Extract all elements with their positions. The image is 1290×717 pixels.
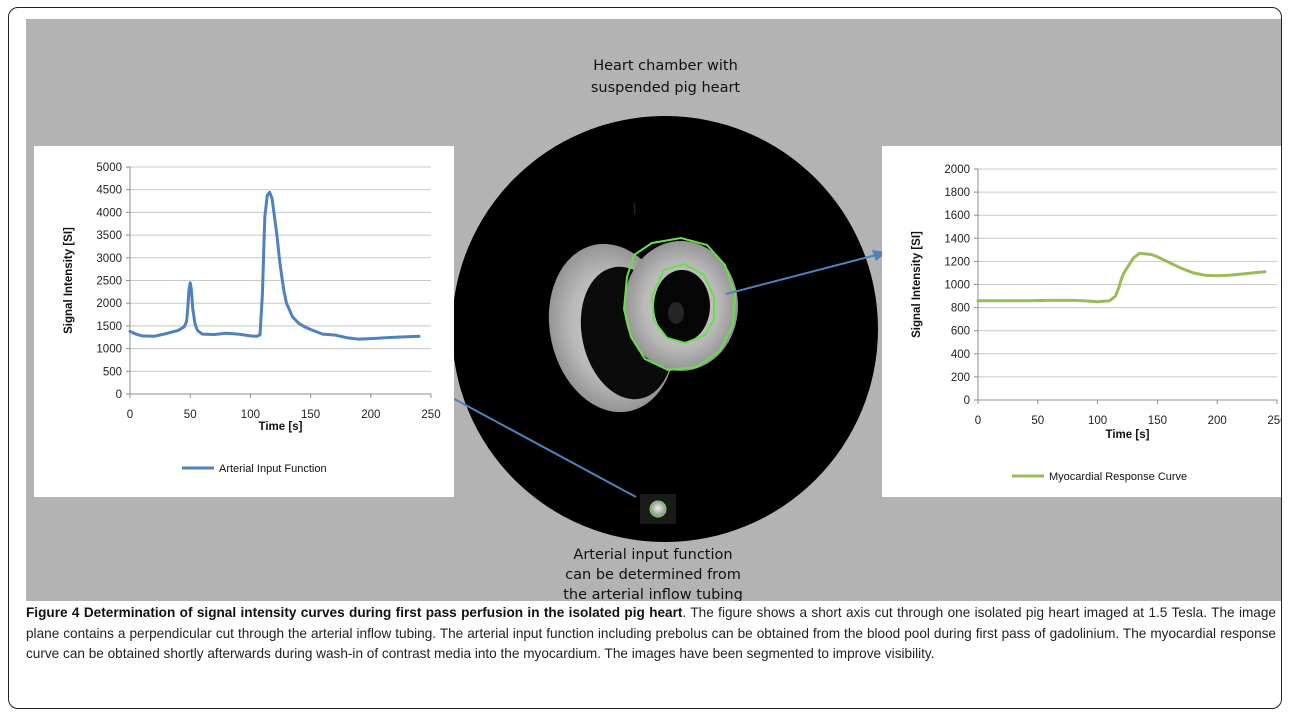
y-tick-label: 800 — [951, 303, 970, 315]
figure-panel: Heart chamber with suspended pig heart A… — [26, 19, 1281, 601]
figure-frame: Heart chamber with suspended pig heart A… — [8, 7, 1282, 709]
x-tick-label: 150 — [1148, 415, 1167, 427]
x-axis-title: Time [s] — [259, 421, 303, 433]
y-tick-label: 1000 — [944, 280, 970, 292]
y-tick-label: 0 — [964, 395, 970, 407]
y-tick-label: 4500 — [96, 185, 122, 197]
y-tick-label: 600 — [951, 326, 970, 338]
y-tick-label: 3500 — [96, 230, 122, 242]
arterial-tubing — [649, 500, 667, 518]
y-tick-label: 0 — [116, 389, 122, 401]
x-tick-label: 50 — [184, 409, 197, 421]
arterial-input-label: Arterial input function can be determine… — [563, 547, 743, 601]
y-tick-label: 1400 — [944, 233, 970, 245]
series-line — [128, 190, 421, 341]
arterial-input-chart: 0 500 1000 1500 2000 2500 3000 3500 4000 4500 5000… — [34, 146, 454, 497]
x-tick-label: 250 — [1267, 415, 1281, 427]
y-tick-label: 1200 — [944, 256, 970, 268]
x-tick-label: 100 — [241, 409, 260, 421]
legend-label: Myocardial Response Curve — [1049, 471, 1187, 483]
x-tick-label: 200 — [361, 409, 380, 421]
series-line — [976, 251, 1267, 304]
y-axis-title: Signal Intensity [SI] — [911, 231, 923, 338]
caption-text: . The figure shows a short axis cut thro… — [26, 605, 1276, 661]
y-axis-title: Signal Intensity [SI] — [63, 227, 75, 334]
x-tick-label: 200 — [1208, 415, 1227, 427]
y-tick-label: 1000 — [96, 344, 122, 356]
left-ventricle-wall — [624, 241, 738, 371]
y-tick-label: 2500 — [96, 276, 122, 288]
x-tick-label: 50 — [1031, 415, 1044, 427]
myocardial-response-chart: 0 200 400 600 800 1000 1200 1400 1600 1800 2000 0 50… — [882, 146, 1281, 497]
y-tick-label: 1600 — [944, 210, 970, 222]
y-tick-label: 4000 — [96, 207, 122, 219]
myocardial-response-chart-svg: 0 200 400 600 800 1000 1200 1400 1600 1800 2000 0 50… — [911, 164, 1281, 483]
y-tick-label: 2000 — [96, 298, 122, 310]
y-tick-label: 2000 — [944, 164, 970, 176]
y-tick-label: 500 — [103, 366, 122, 378]
y-tick-label: 400 — [951, 349, 970, 361]
arterial-input-chart-svg: 0500100015002000250030003500400045005000… — [63, 162, 441, 475]
y-tick-label: 1500 — [96, 321, 122, 333]
epicardial-contour — [622, 236, 737, 372]
x-axis-title: Time [s] — [1106, 429, 1150, 441]
endocardial-contour — [650, 262, 715, 345]
caption-title: Figure 4 Determination of signal intensi… — [26, 605, 683, 620]
legend-label: Arterial Input Function — [219, 463, 327, 475]
y-tick-label: 3000 — [96, 253, 122, 265]
x-tick-label: 0 — [127, 409, 133, 421]
heart-chamber-label: Heart chamber with suspended pig heart — [590, 58, 741, 96]
x-tick-label: 150 — [301, 409, 320, 421]
figure-caption: Figure 4 Determination of signal intensi… — [26, 603, 1276, 665]
x-tick-label: 0 — [975, 415, 981, 427]
y-tick-label: 5000 — [96, 162, 122, 174]
y-tick-label: 1800 — [944, 187, 970, 199]
x-tick-label: 250 — [421, 409, 440, 421]
x-tick-label: 100 — [1088, 415, 1107, 427]
y-tick-label: 200 — [951, 372, 970, 384]
